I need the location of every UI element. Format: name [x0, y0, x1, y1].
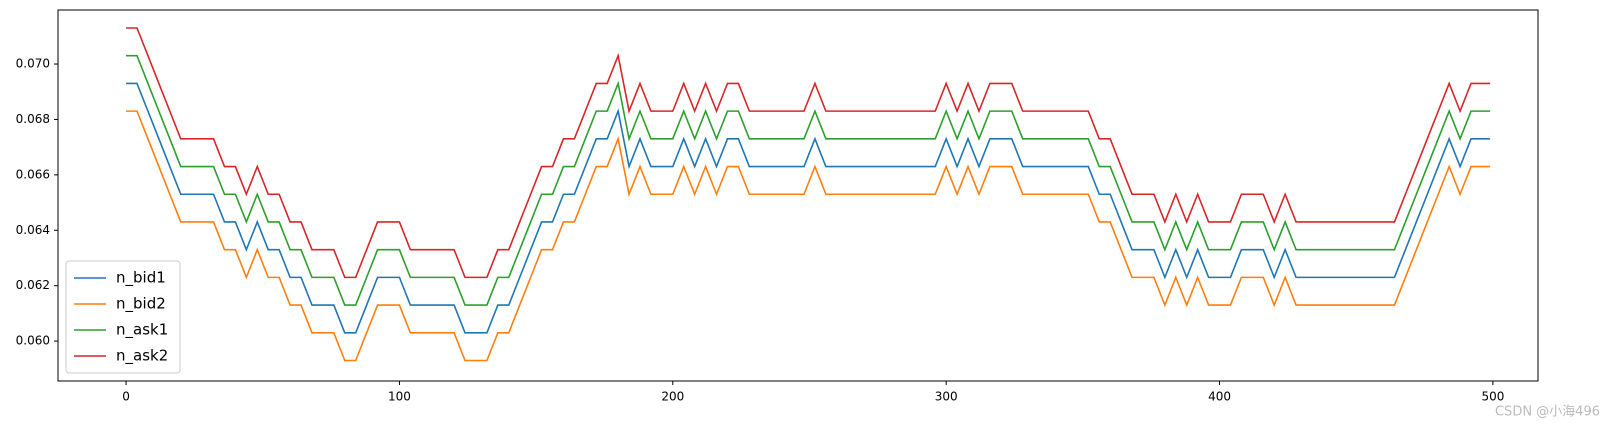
- x-tick-label: 300: [935, 390, 958, 404]
- y-tick-label: 0.062: [16, 278, 50, 292]
- series-line: [126, 110, 1491, 362]
- legend-label: n_bid2: [116, 295, 166, 314]
- x-tick-label: 200: [661, 390, 684, 404]
- legend-label: n_ask1: [116, 321, 168, 340]
- x-tick-label: 500: [1481, 390, 1504, 404]
- series-line: [126, 27, 1491, 279]
- series-line: [126, 54, 1491, 306]
- x-tick-label: 0: [122, 390, 130, 404]
- x-tick-label: 400: [1208, 390, 1231, 404]
- y-tick-label: 0.064: [16, 223, 50, 237]
- y-tick-label: 0.070: [16, 57, 50, 71]
- legend-label: n_ask2: [116, 347, 168, 366]
- watermark: CSDN @小海496: [1495, 405, 1600, 420]
- x-tick-label: 100: [388, 390, 411, 404]
- legend-label: n_bid1: [116, 269, 166, 288]
- y-tick-label: 0.066: [16, 167, 50, 181]
- series-line: [126, 82, 1491, 334]
- y-tick-label: 0.068: [16, 112, 50, 126]
- y-tick-label: 0.060: [16, 334, 50, 348]
- plot-frame: [57, 9, 1539, 382]
- legend-box: [65, 260, 181, 374]
- legend: n_bid1 n_bid2 n_ask1 n_ask2: [65, 260, 181, 374]
